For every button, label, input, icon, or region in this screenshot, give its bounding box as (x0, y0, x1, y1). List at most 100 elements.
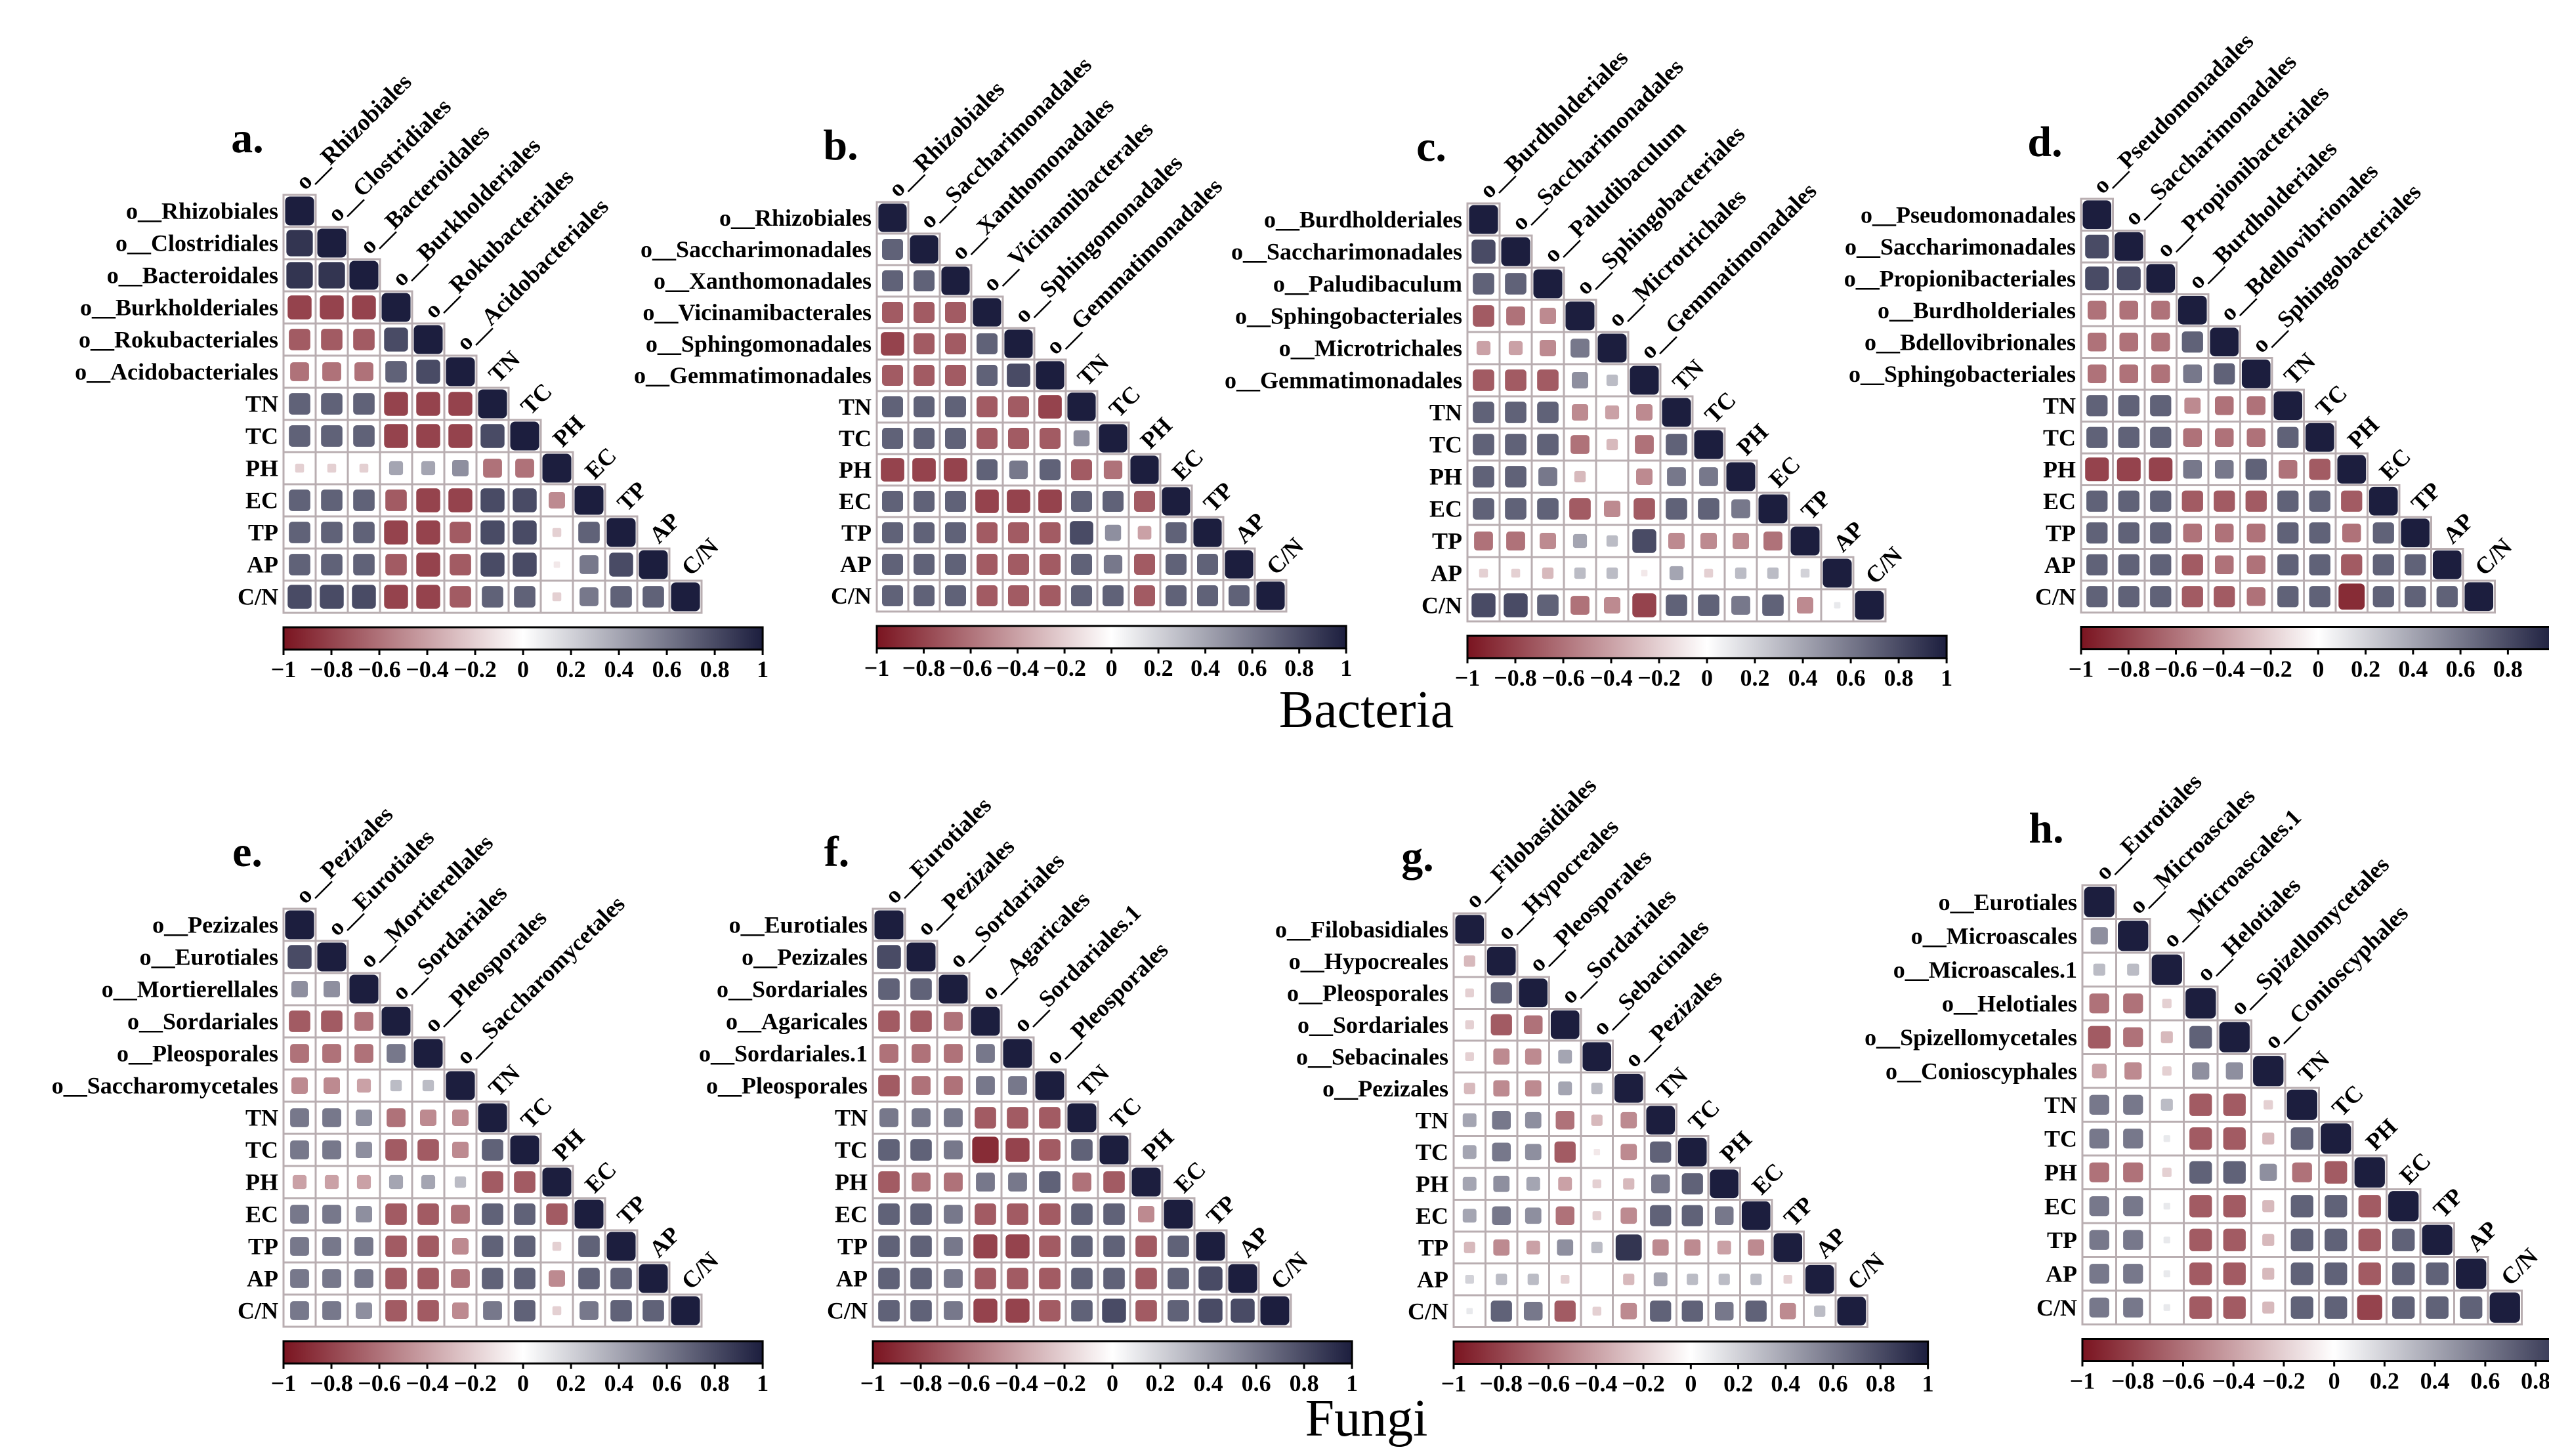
row-label: o__Sordariales (127, 1009, 278, 1035)
colorbar-tick-label: −1 (1441, 1371, 1467, 1397)
correlation-mark (1008, 428, 1029, 449)
correlation-mark (2189, 1228, 2212, 1251)
correlation-mark (2214, 363, 2235, 385)
correlation-mark (1558, 1176, 1572, 1191)
correlation-mark (1130, 455, 1159, 484)
correlation-mark (1162, 487, 1190, 516)
correlation-mark (322, 1301, 341, 1320)
correlation-mark (1698, 498, 1719, 520)
correlation-mark (387, 1044, 406, 1063)
correlation-mark (1540, 533, 1556, 549)
correlation-mark (1555, 1206, 1575, 1226)
correlation-mark (287, 295, 312, 320)
correlation-mark (2085, 234, 2109, 259)
correlation-mark (1633, 498, 1655, 520)
row-label: o__Pezizales (742, 944, 868, 970)
correlation-mark (578, 1268, 600, 1289)
correlation-mark (882, 585, 903, 606)
correlation-mark (2264, 1100, 2273, 1110)
correlation-mark (1615, 1234, 1642, 1261)
colorbar-tick-label: 0.4 (1190, 655, 1220, 681)
correlation-mark (944, 458, 967, 482)
correlation-mark (1005, 1299, 1030, 1323)
correlation-mark (1506, 306, 1525, 325)
correlation-mark (882, 365, 903, 386)
correlation-mark (1606, 535, 1618, 547)
correlation-mark (2262, 1301, 2275, 1314)
correlation-mark (317, 942, 347, 972)
correlation-mark (359, 463, 369, 473)
colorbar-tick-label: 0.4 (2398, 656, 2428, 682)
correlation-mark (356, 1142, 372, 1158)
colorbar-tick-label: −0.2 (2262, 1368, 2306, 1394)
correlation-mark (945, 522, 966, 543)
correlation-mark (384, 327, 408, 352)
correlation-mark (2123, 1196, 2143, 1217)
diagonal-label: o__Sordariales (944, 848, 1069, 973)
panel-letter: c. (1416, 123, 1446, 171)
correlation-mark (2084, 886, 2115, 917)
correlation-mark (1193, 518, 1222, 547)
correlation-mark (1718, 1274, 1730, 1285)
row-label: o__Pleosporales (1287, 980, 1448, 1006)
correlation-mark (2192, 1062, 2210, 1080)
correlation-mark (480, 552, 505, 577)
row-label: o__Pezizales (152, 912, 278, 938)
correlation-mark (1681, 1300, 1703, 1322)
correlation-mark (289, 554, 310, 575)
correlation-mark (2189, 1195, 2212, 1218)
correlation-mark (1071, 459, 1092, 480)
row-label: o__Bacteroidales (107, 262, 278, 289)
correlation-mark (1099, 1135, 1129, 1165)
diagonal-label: AP (2438, 508, 2479, 549)
correlation-mark (1496, 1274, 1507, 1285)
correlation-mark (1710, 1169, 1739, 1199)
correlation-mark (552, 1306, 562, 1316)
correlation-mark (1464, 1083, 1475, 1094)
diagonal-label: AP (1811, 1222, 1851, 1263)
correlation-mark (1745, 1300, 1767, 1322)
correlation-mark (2460, 1296, 2483, 1319)
diagonal-label: C/N (676, 1247, 723, 1295)
colorbar-tick-label: −0.8 (902, 655, 946, 681)
correlation-mark (1198, 1266, 1223, 1291)
correlation-mark (881, 458, 904, 482)
row-label: o__Microtrichales (1279, 335, 1462, 362)
correlation-mark (2086, 586, 2108, 608)
correlation-mark (416, 488, 440, 512)
correlation-mark (1790, 526, 1820, 556)
correlation-mark (1834, 602, 1841, 609)
correlation-mark (2189, 1026, 2212, 1049)
correlation-mark (910, 1203, 932, 1225)
correlation-mark (2436, 586, 2458, 608)
correlation-mark (1558, 1049, 1572, 1064)
row-label: C/N (2035, 583, 2076, 610)
correlation-mark (2117, 457, 2141, 482)
correlation-mark (610, 1300, 632, 1321)
correlation-mark (2305, 423, 2334, 452)
correlation-mark (1591, 1241, 1603, 1253)
correlation-mark (914, 333, 935, 354)
correlation-mark (1572, 372, 1588, 388)
row-label: PH (245, 455, 278, 482)
correlation-mark (1465, 1052, 1474, 1061)
correlation-mark (1003, 1039, 1032, 1068)
correlation-mark (1687, 1274, 1698, 1285)
correlation-mark (1103, 554, 1123, 574)
correlation-mark (1763, 531, 1782, 551)
correlation-mark (1758, 494, 1788, 524)
row-label: TC (1429, 432, 1462, 458)
correlation-mark (451, 1205, 470, 1224)
correlation-mark (542, 1167, 572, 1197)
correlation-mark (327, 463, 337, 473)
correlation-mark (643, 1300, 664, 1321)
diagonal-label: C/N (1842, 1248, 1889, 1295)
correlation-mark (1465, 1275, 1474, 1284)
correlation-mark (2358, 1195, 2381, 1218)
correlation-mark (878, 1075, 900, 1096)
row-label: AP (247, 1266, 278, 1292)
diagonal-label: EC (1169, 1156, 1211, 1198)
correlation-mark (910, 235, 938, 264)
row-label: TN (1416, 1107, 1448, 1133)
correlation-mark (2422, 1224, 2453, 1255)
